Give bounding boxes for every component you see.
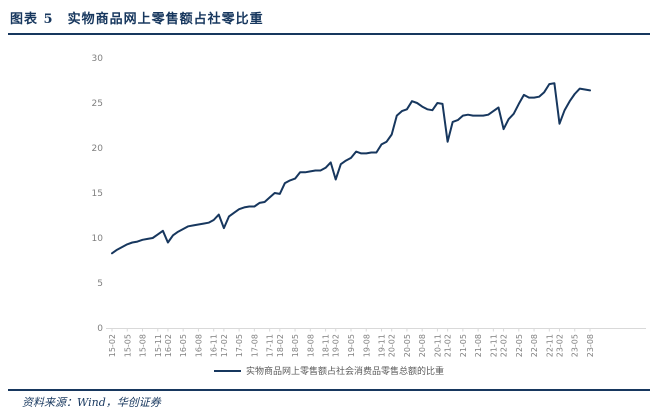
svg-text:23-08: 23-08 <box>586 334 595 357</box>
svg-text:22-05: 22-05 <box>515 334 524 357</box>
figure-title: 图表 5 实物商品网上零售额占社零比重 <box>10 8 264 27</box>
legend-line-marker <box>213 369 241 372</box>
legend-series-label: 实物商品网上零售额占社会消费品零售总额的比重 <box>245 367 444 377</box>
svg-text:22-08: 22-08 <box>530 334 539 357</box>
svg-text:19-05: 19-05 <box>347 334 356 357</box>
figure-number-label: 图表 5 <box>10 12 54 27</box>
svg-text:18-08: 18-08 <box>306 334 315 357</box>
svg-text:19-08: 19-08 <box>362 334 371 357</box>
svg-text:15-02: 15-02 <box>108 334 117 357</box>
svg-text:17-05: 17-05 <box>235 334 244 357</box>
svg-text:10: 10 <box>92 234 104 244</box>
svg-text:18-11: 18-11 <box>322 334 331 357</box>
title-divider-rule <box>8 33 650 35</box>
svg-text:19-11: 19-11 <box>378 334 387 357</box>
svg-text:20: 20 <box>92 144 104 154</box>
source-note: 资料来源：Wind，华创证券 <box>22 396 161 409</box>
footer-divider-rule <box>8 389 650 391</box>
svg-text:21-08: 21-08 <box>474 334 483 357</box>
svg-text:18-02: 18-02 <box>276 334 285 357</box>
svg-text:15-11: 15-11 <box>154 334 163 357</box>
svg-text:19-02: 19-02 <box>332 334 341 357</box>
svg-text:20-02: 20-02 <box>388 334 397 357</box>
svg-text:16-05: 16-05 <box>179 334 188 357</box>
figure-title-text: 实物商品网上零售额占社零比重 <box>67 12 264 27</box>
svg-text:18-05: 18-05 <box>291 334 300 357</box>
svg-text:16-02: 16-02 <box>164 334 173 357</box>
svg-text:20-05: 20-05 <box>403 334 412 357</box>
svg-text:21-11: 21-11 <box>489 334 498 357</box>
svg-text:17-08: 17-08 <box>250 334 259 357</box>
svg-text:23-02: 23-02 <box>555 334 564 357</box>
svg-text:15-05: 15-05 <box>123 334 132 357</box>
svg-text:0: 0 <box>97 324 103 334</box>
svg-text:20-08: 20-08 <box>418 334 427 357</box>
svg-text:17-11: 17-11 <box>266 334 275 357</box>
svg-text:22-11: 22-11 <box>545 334 554 357</box>
svg-text:21-02: 21-02 <box>444 334 453 357</box>
svg-text:16-11: 16-11 <box>210 334 219 357</box>
svg-text:16-08: 16-08 <box>194 334 203 357</box>
svg-text:5: 5 <box>97 279 103 289</box>
svg-text:25: 25 <box>92 99 103 109</box>
svg-text:22-02: 22-02 <box>500 334 509 357</box>
svg-text:17-02: 17-02 <box>220 334 229 357</box>
chart-legend: 实物商品网上零售额占社会消费品零售总额的比重 <box>0 364 658 377</box>
svg-text:30: 30 <box>92 54 104 64</box>
svg-text:15-08: 15-08 <box>139 334 148 357</box>
svg-text:21-05: 21-05 <box>459 334 468 357</box>
svg-text:23-05: 23-05 <box>571 334 580 357</box>
svg-text:20-11: 20-11 <box>433 334 442 357</box>
svg-text:15: 15 <box>92 189 103 199</box>
